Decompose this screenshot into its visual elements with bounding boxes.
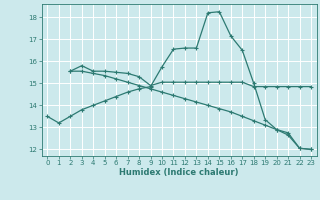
X-axis label: Humidex (Indice chaleur): Humidex (Indice chaleur) <box>119 168 239 177</box>
